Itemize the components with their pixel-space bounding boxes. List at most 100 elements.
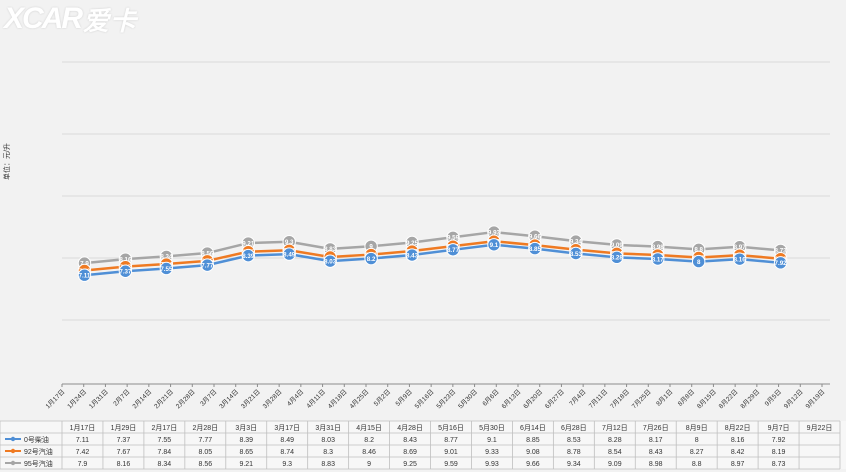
table-cell: 9.01: [444, 449, 458, 456]
data-label: 8.34: [160, 254, 173, 261]
legend-label: 92号汽油: [24, 447, 53, 456]
table-cell: 9.59: [444, 461, 458, 468]
table-cell: 8.42: [731, 449, 745, 456]
x-tick-label: 7月18日: [608, 388, 631, 411]
table-cell: 9.33: [485, 449, 499, 456]
table-cell: 8.03: [321, 437, 335, 444]
data-label: 7.37: [119, 269, 132, 276]
logo-cn: 爱卡: [83, 5, 138, 36]
data-label: 8.39: [242, 253, 255, 260]
data-label: 8.8: [694, 247, 703, 254]
data-label: 8.2: [367, 256, 376, 263]
x-tick-label: 7月25日: [630, 388, 653, 411]
legend-marker: [10, 448, 16, 454]
data-label: 8.73: [775, 248, 788, 255]
table-cell: 8.43: [403, 437, 417, 444]
table-header: 3月3日: [235, 424, 257, 432]
data-label: 9.09: [611, 242, 624, 249]
data-point: [691, 254, 706, 269]
data-label: 8.97: [734, 244, 747, 251]
legend-label: 95号汽油: [24, 459, 53, 468]
table-cell: 8.97: [731, 461, 745, 468]
table-header: 5月16日: [438, 424, 464, 432]
x-tick-label: 5月2日: [372, 388, 392, 408]
x-tick-label: 9月5日: [763, 388, 783, 408]
data-label: 9: [369, 244, 373, 251]
x-tick-label: 8月15日: [695, 388, 718, 411]
table-header: 6月14日: [520, 424, 546, 432]
data-point: [773, 256, 788, 270]
table-cell: 8.56: [199, 461, 213, 468]
data-label: 8.16: [119, 256, 132, 263]
x-tick-label: 3月14日: [218, 388, 241, 411]
data-label: 8.56: [201, 250, 214, 257]
table-cell: 8.17: [649, 437, 663, 444]
table-header: 4月28日: [397, 424, 423, 432]
data-point: [569, 246, 583, 261]
table-header: 2月28日: [192, 424, 218, 432]
x-tick-label: 4月11日: [305, 388, 327, 410]
table-header: 6月28日: [561, 424, 587, 432]
table-cell: 8.19: [772, 449, 786, 456]
x-tick-label: 6月27日: [543, 388, 566, 411]
data-point: [282, 247, 296, 261]
data-label: 8.49: [283, 251, 296, 258]
table-cell: 7.37: [117, 437, 131, 444]
data-label: 9.59: [447, 235, 460, 242]
table-header: 9月7日: [768, 424, 790, 432]
data-label: 8.17: [652, 256, 665, 263]
data-label: 9.34: [570, 238, 583, 245]
legend-label: 0号柴油: [24, 435, 49, 444]
data-label: 8.83: [324, 246, 337, 253]
x-tick-label: 4月4日: [285, 388, 305, 408]
table-cell: 8.74: [280, 449, 294, 456]
x-tick-label: 1月17日: [44, 388, 67, 411]
x-axis-labels: 1月17日 1月24日 1月31日 2月7日 2月14日 2月21日 2月28日 3月7日 3月…: [44, 388, 827, 411]
table-cell: 8.28: [608, 437, 622, 444]
data-point: [446, 243, 460, 257]
table-cell: 9.25: [403, 461, 417, 468]
x-tick-label: 3月21日: [239, 388, 262, 411]
data-label: 9.66: [529, 234, 542, 241]
data-label: 9.3: [285, 239, 294, 246]
x-tick-label: 6月13日: [500, 388, 523, 411]
x-tick-label: 2月28日: [174, 388, 197, 411]
x-tick-label: 8月8日: [676, 388, 696, 408]
x-tick-label: 1月24日: [66, 388, 89, 411]
table-cell: 8.98: [649, 461, 663, 468]
logo-latin: XCAR: [4, 2, 83, 35]
series-line: [84, 230, 781, 265]
table-cell: 8.27: [690, 449, 704, 456]
x-tick-label: 8月1日: [654, 388, 674, 408]
x-tick-label: 8月22日: [717, 388, 740, 411]
x-tick-label: 2月21日: [152, 388, 175, 411]
legend-marker: [10, 436, 16, 442]
x-tick-label: 7月4日: [568, 388, 588, 408]
table-header: 9月22日: [807, 424, 833, 432]
data-point: [364, 251, 378, 266]
x-tick-label: 4月25日: [348, 388, 371, 411]
data-point: [323, 254, 337, 268]
data-label: 8.16: [734, 256, 747, 263]
table-cell: 8.69: [403, 449, 417, 456]
data-point: [487, 238, 501, 252]
data-point: [241, 248, 255, 263]
table-cell: 8.65: [239, 449, 253, 456]
table-header: 3月31日: [315, 424, 341, 432]
table-cell: 8.83: [321, 461, 335, 468]
data-label: 8.77: [447, 247, 460, 254]
table-header: 1月29日: [111, 424, 137, 432]
data-label: 8.98: [652, 244, 665, 251]
series-layer: 7.98.168.348.569.219.38.8399.259.599.939…: [77, 225, 788, 282]
series-line: [84, 240, 781, 272]
table-header: 8月22日: [725, 424, 751, 432]
table-cell: 8.43: [649, 449, 663, 456]
x-tick-label: 5月30日: [456, 388, 479, 411]
data-label: 9.21: [242, 240, 255, 247]
x-tick-label: 4月18日: [326, 388, 349, 411]
data-label: 9.93: [488, 229, 501, 236]
table-cell: 7.67: [117, 449, 131, 456]
grid-layer: [61, 61, 830, 387]
data-label: 8.53: [570, 251, 583, 258]
data-point: [528, 241, 542, 256]
